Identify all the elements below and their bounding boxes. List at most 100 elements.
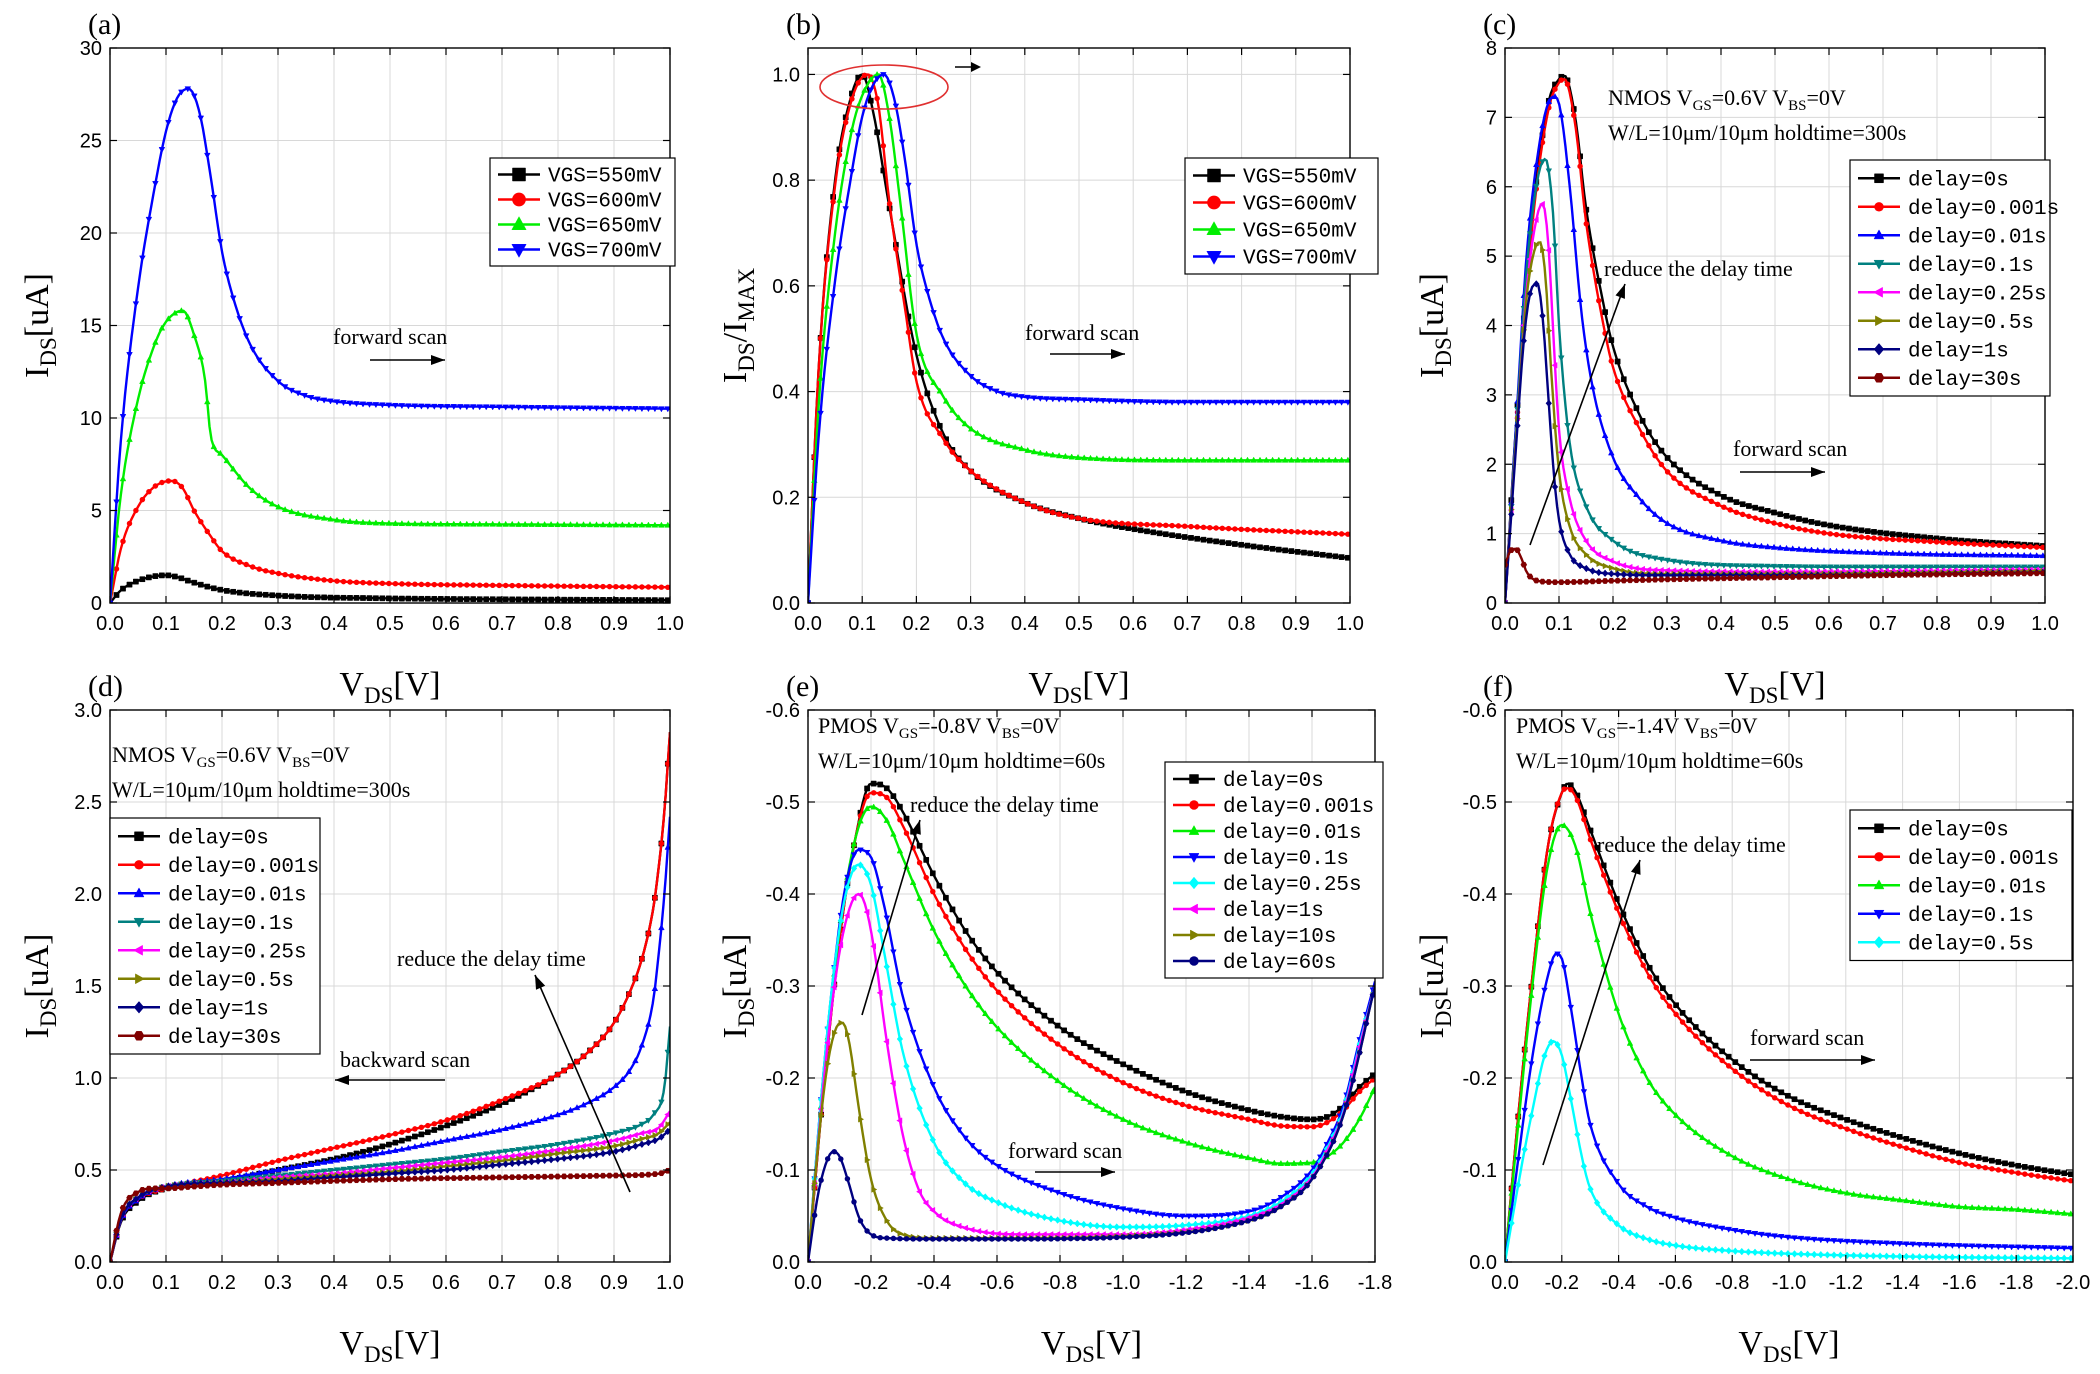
data-point [1106,1203,1114,1210]
x-tick-label: 0.2 [1599,613,1627,635]
data-point [1205,1145,1212,1152]
data-point [1765,1249,1772,1257]
condition-line-1: NMOS VGS=0.6V VBS=0V [112,742,350,771]
data-point [372,1163,380,1170]
annotation-text: forward scan [1750,1025,1864,1050]
data-point [1060,1192,1068,1199]
data-point [870,943,877,950]
data-point [864,785,870,792]
data-point [1720,562,1728,569]
data-point [1313,456,1320,463]
data-point [1791,1096,1798,1103]
data-point [1982,1253,1989,1262]
data-point [425,581,431,588]
data-point [483,582,489,588]
data-point [1237,456,1245,463]
data-point [1858,534,1865,540]
data-point [930,888,936,895]
data-point [1554,951,1561,958]
data-point [1576,578,1584,585]
data-point [281,506,289,513]
data-point [165,119,172,126]
data-point [1275,456,1283,463]
panel-a-chart: 0.0 0.1 0.2 0.3 0.4 0.5 0.6 0.7 0.8 0.9 1.00510152… [19,8,684,708]
data-point [593,596,600,603]
data-point [1047,1215,1055,1223]
data-point [508,404,516,411]
data-point [1008,1204,1015,1212]
data-point [347,595,353,601]
data-point [824,1039,831,1046]
data-point [340,517,347,524]
data-point [320,1158,328,1165]
data-point [1133,1085,1140,1092]
data-point [470,596,477,602]
data-point [1508,1219,1515,1227]
data-point [1666,1003,1673,1009]
data-point [1050,509,1056,516]
data-point [1181,456,1188,463]
data-point [877,1204,884,1212]
data-point [1047,1072,1055,1079]
data-point [1770,543,1778,550]
data-point [1921,538,1927,544]
data-point [1041,1012,1048,1019]
data-point [1889,572,1897,578]
data-point [534,405,542,412]
data-point [1173,1231,1179,1237]
x-tick-label: 0.1 [1545,613,1573,635]
data-point [898,139,906,146]
data-point [1034,1182,1042,1189]
data-point [936,422,943,429]
data-point [353,518,360,525]
data-point [1219,399,1226,406]
data-point [1120,1061,1127,1068]
data-point [1936,1145,1943,1152]
data-point [1876,1240,1884,1247]
data-point [424,1175,432,1182]
data-point [962,982,969,989]
data-point [1028,1020,1035,1027]
data-point [2008,1161,2015,1168]
data-point [1695,575,1703,582]
data-point [1028,1210,1035,1218]
data-point [1300,456,1308,463]
data-point [1014,1045,1022,1052]
data-point [1720,537,1728,544]
data-point [1733,509,1740,516]
data-point [1133,1067,1140,1074]
data-point [1909,1241,1917,1248]
data-point [1324,1152,1330,1158]
data-point [1902,572,1909,578]
legend-marker [135,973,145,985]
data-point [392,1146,399,1153]
data-point [975,1149,983,1156]
data-point [1060,1081,1068,1088]
data-point [1303,1173,1311,1180]
data-point [1093,1222,1101,1230]
data-point [476,596,483,603]
data-point [1852,526,1859,533]
data-point [1977,564,1984,571]
data-point [1608,569,1615,578]
condition-line-2: W/L=10μm/10μm holdtime=300s [112,777,410,802]
data-point [2008,1254,2015,1262]
data-point [1808,528,1815,534]
data-point [943,894,949,901]
data-point [1903,1197,1910,1204]
data-point [923,874,929,881]
data-point [1639,1067,1647,1074]
panel-label: (d) [88,670,123,703]
data-point [897,803,903,810]
data-point [1821,521,1827,528]
data-point [876,989,883,997]
data-point [1943,1156,1949,1163]
data-point [482,1129,490,1136]
data-point [482,404,490,411]
data-point [612,405,620,412]
data-point [1349,1125,1357,1132]
data-point [405,1175,412,1182]
data-point [1567,1095,1574,1103]
data-point [1554,1041,1561,1049]
data-point [1325,399,1333,406]
